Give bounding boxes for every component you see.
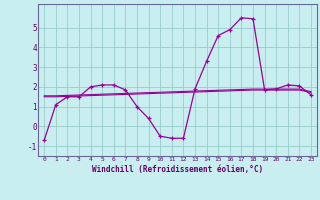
X-axis label: Windchill (Refroidissement éolien,°C): Windchill (Refroidissement éolien,°C): [92, 165, 263, 174]
